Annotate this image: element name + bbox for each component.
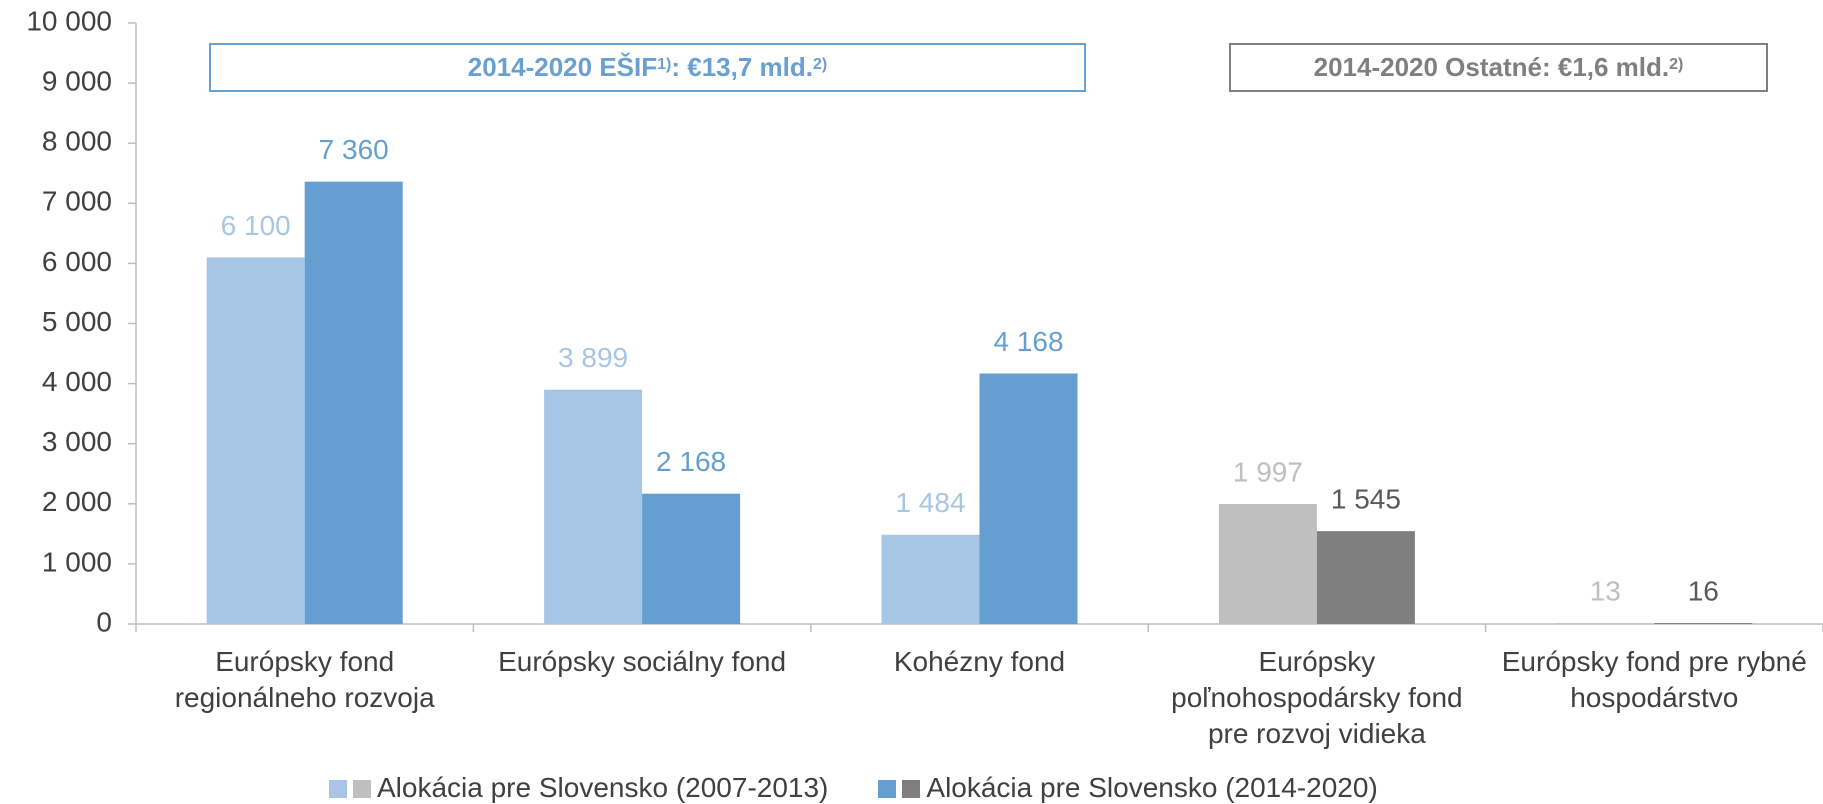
y-tick-label: 4 000 — [42, 366, 112, 397]
bar — [1316, 531, 1415, 624]
value-label: 7 360 — [319, 134, 389, 165]
superscript: 2) — [812, 55, 828, 73]
value-label: 13 — [1590, 576, 1621, 607]
value-label: 3 899 — [558, 342, 628, 373]
x-tick-label: Európsky poľnohospodársky fond pre rozvo… — [1171, 646, 1463, 749]
legend-swatch — [878, 780, 897, 798]
y-tick-label: 1 000 — [42, 546, 112, 577]
bar — [642, 493, 741, 624]
x-tick-label: Európsky sociálny fond — [498, 646, 787, 677]
bar — [1654, 623, 1753, 624]
x-tick-label: Európsky fond regionálneho rozvoja — [174, 646, 435, 713]
bar — [206, 257, 305, 624]
value-label: 2 168 — [656, 446, 726, 477]
legend: Alokácia pre Slovensko (2007-2013) Alokác… — [329, 772, 1378, 804]
y-tick-label: 6 000 — [42, 246, 112, 277]
annotation-text: 2014-2020 EŠIF — [467, 52, 658, 82]
y-tick-label: 0 — [96, 606, 112, 637]
y-tick-label: 7 000 — [42, 186, 112, 217]
annotation-box: 2014-2020 EŠIF 1): €13,7 mld. 2) — [209, 43, 1086, 92]
y-tick-label: 3 000 — [42, 426, 112, 457]
value-label: 1 484 — [895, 487, 965, 518]
y-tick-label: 9 000 — [42, 65, 112, 96]
bar — [881, 534, 980, 624]
legend-swatch — [329, 780, 347, 798]
bar — [979, 373, 1078, 624]
value-label: 1 545 — [1331, 484, 1401, 515]
value-label: 4 168 — [993, 326, 1063, 357]
y-tick-label: 10 000 — [26, 5, 112, 36]
bar — [544, 389, 643, 624]
legend-label: Alokácia pre Slovensko (2014-2020) — [926, 772, 1378, 803]
annotation-text: 2014-2020 Ostatné: €1,6 mld. — [1313, 52, 1670, 82]
bar — [1218, 503, 1317, 624]
value-label: 6 100 — [221, 210, 291, 241]
legend-item: Alokácia pre Slovensko (2007-2013) — [329, 772, 828, 804]
superscript: 1) — [657, 55, 672, 73]
annotation-text: : €13,7 mld. — [671, 52, 813, 82]
y-tick-label: 2 000 — [42, 486, 112, 517]
bar — [304, 181, 403, 624]
legend-swatch — [902, 780, 921, 798]
x-tick-label: Európsky fond pre rybné hospodárstvo — [1501, 646, 1807, 713]
annotation-box: 2014-2020 Ostatné: €1,6 mld. 2) — [1229, 43, 1768, 92]
superscript: 2) — [1669, 55, 1684, 73]
y-tick-label: 8 000 — [42, 126, 112, 157]
legend-label: Alokácia pre Slovensko (2007-2013) — [377, 772, 829, 803]
legend-swatch — [353, 780, 371, 798]
x-tick-label: Kohézny fond — [893, 646, 1066, 677]
value-label: 16 — [1688, 575, 1719, 606]
legend-item: Alokácia pre Slovensko (2014-2020) — [878, 772, 1378, 804]
bar — [1556, 623, 1655, 624]
value-label: 1 997 — [1233, 456, 1303, 487]
y-tick-label: 5 000 — [42, 306, 112, 337]
